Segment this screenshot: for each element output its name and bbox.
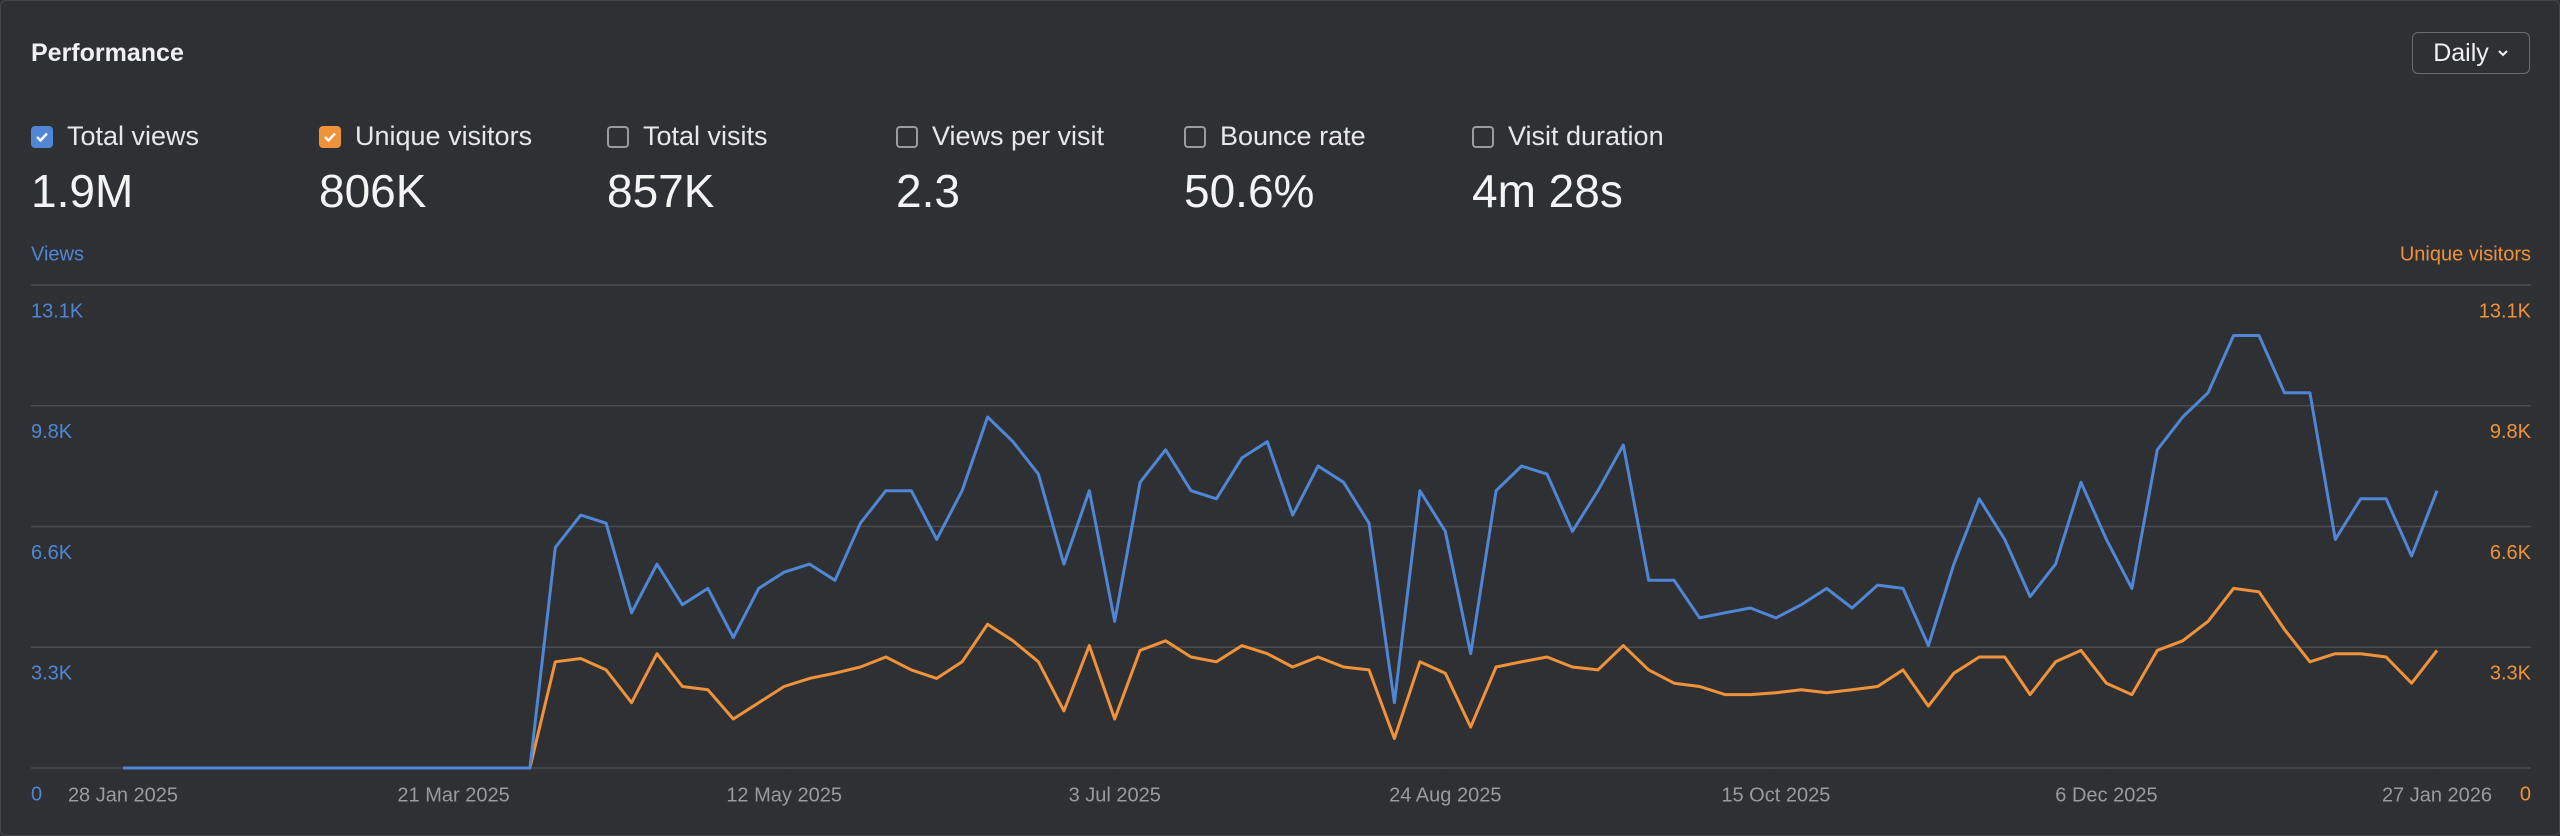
metric-label: Visit duration <box>1508 121 1664 151</box>
chevron <box>2498 50 2508 57</box>
checkbox[interactable] <box>31 125 53 148</box>
metric-toggle[interactable]: Total visits <box>607 121 768 152</box>
checkbox[interactable] <box>1184 125 1206 148</box>
y-tick-label: 9.8K <box>31 421 73 443</box>
metric-value: 2.3 <box>896 165 960 217</box>
metric: Total visits 857K <box>607 121 768 218</box>
metric-value: 806K <box>319 165 427 217</box>
metric-toggle[interactable]: Total views <box>31 121 199 152</box>
metric-toggle[interactable]: Unique visitors <box>319 121 532 152</box>
check-mark <box>36 132 48 142</box>
checkbox[interactable] <box>896 125 918 148</box>
y2-tick-label: 13.1K <box>2479 300 2532 322</box>
checkbox[interactable] <box>607 125 629 148</box>
y-tick-label: 0 <box>31 783 42 805</box>
y2-tick-label: 3.3K <box>2490 663 2532 685</box>
series-line <box>123 334 2439 770</box>
metric: Unique visitors 806K <box>319 121 532 218</box>
x-tick-label: 3 Jul 2025 <box>1069 784 1161 806</box>
metric-value: 4m 28s <box>1472 165 1623 217</box>
x-tick-label: 21 Mar 2025 <box>397 784 509 806</box>
metric-label: Total visits <box>643 121 768 151</box>
interval-label: Daily <box>2433 38 2489 67</box>
metric: Visit duration 4m 28s <box>1472 121 1664 218</box>
panel-title: Performance <box>31 39 184 67</box>
metric: Bounce rate 50.6% <box>1184 121 1366 218</box>
x-tick-label: 6 Dec 2025 <box>2055 784 2157 806</box>
x-tick-label: 27 Jan 2026 <box>2382 784 2492 806</box>
y-tick-label: 3.3K <box>31 663 73 685</box>
check-mark <box>324 132 336 142</box>
series-line <box>123 586 2439 770</box>
y-tick-label: 13.1K <box>31 300 84 322</box>
y2-tick-label: 0 <box>2520 783 2531 805</box>
y2-axis-label: Unique visitors <box>2400 243 2531 265</box>
y-axis-label: Views <box>31 243 84 265</box>
checkbox[interactable] <box>319 125 341 148</box>
metric: Total views 1.9M <box>31 121 199 218</box>
y-tick-label: 6.6K <box>31 542 73 564</box>
y2-tick-label: 9.8K <box>2490 421 2532 443</box>
x-tick-label: 28 Jan 2025 <box>68 784 178 806</box>
metric-toggle[interactable]: Bounce rate <box>1184 121 1366 152</box>
metric-value: 1.9M <box>31 165 134 217</box>
metric-value: 857K <box>607 165 715 217</box>
metric-toggle[interactable]: Views per visit <box>896 121 1104 152</box>
metric-label: Views per visit <box>932 121 1105 151</box>
metric-value: 50.6% <box>1184 165 1315 217</box>
metric-label: Total views <box>67 121 200 151</box>
metric: Views per visit 2.3 <box>896 121 1104 218</box>
metric-label: Unique visitors <box>355 121 533 151</box>
x-tick-label: 12 May 2025 <box>726 784 842 806</box>
interval-dropdown[interactable]: Daily <box>2412 32 2530 74</box>
y2-tick-label: 6.6K <box>2490 542 2532 564</box>
x-tick-label: 15 Oct 2025 <box>1721 784 1830 806</box>
metric-label: Bounce rate <box>1220 121 1366 151</box>
x-tick-label: 24 Aug 2025 <box>1389 784 1501 806</box>
metric-toggle[interactable]: Visit duration <box>1472 121 1664 152</box>
checkbox[interactable] <box>1472 125 1494 148</box>
